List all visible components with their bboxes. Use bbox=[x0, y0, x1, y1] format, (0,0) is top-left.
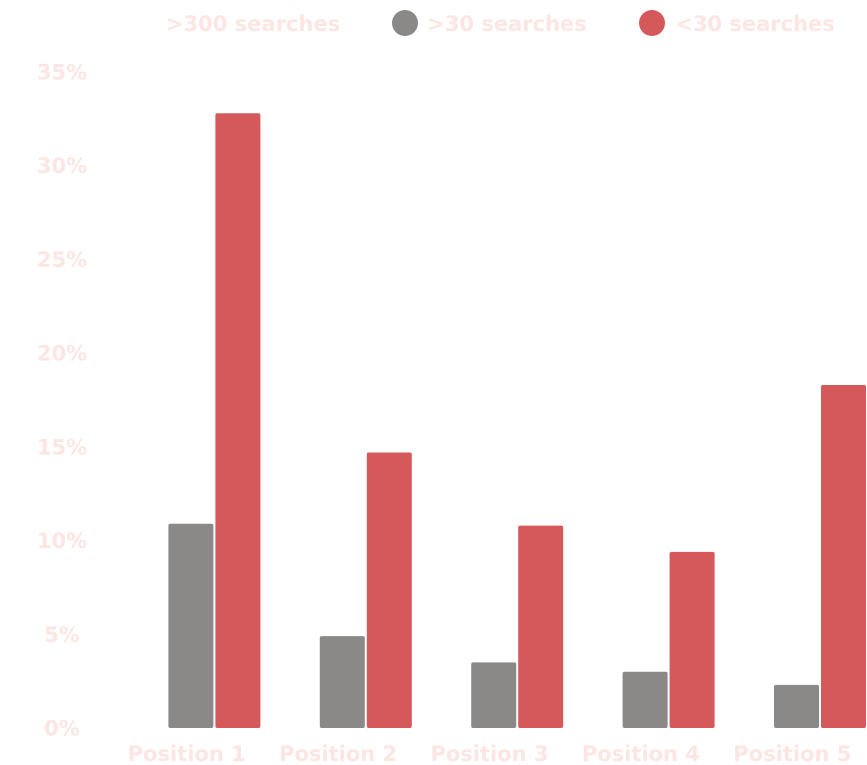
legend-label-30-searches: <30 searches bbox=[675, 12, 835, 36]
x-tick-label: Position 4 bbox=[582, 742, 700, 765]
bar-30-searches-position-4 bbox=[669, 551, 715, 728]
legend: >300 searches >30 searches <30 searches bbox=[166, 10, 835, 36]
y-tick-label: 0% bbox=[44, 717, 80, 741]
bar-30-searches-position-5 bbox=[821, 385, 866, 728]
x-tick-label: Position 1 bbox=[128, 742, 246, 765]
y-tick-label: 20% bbox=[37, 342, 87, 366]
y-tick-label: 15% bbox=[37, 435, 87, 459]
x-axis: Position 1 Position 2 Position 3 Position 4… bbox=[128, 742, 852, 765]
bar-30-searches-position-1 bbox=[215, 113, 261, 729]
y-tick-label: 30% bbox=[37, 154, 87, 178]
bar-30-searches-position-2 bbox=[319, 636, 365, 728]
x-tick-label: Position 5 bbox=[733, 742, 851, 765]
y-tick-label: 5% bbox=[44, 623, 80, 647]
legend-marker-30-searches bbox=[392, 10, 418, 36]
bar-30-searches-position-3 bbox=[471, 662, 517, 728]
bar-30-searches-position-2 bbox=[366, 452, 412, 728]
bar-30-searches-position-1 bbox=[168, 523, 214, 728]
legend-marker-30-searches bbox=[639, 10, 665, 36]
bar-30-searches-position-4 bbox=[622, 671, 668, 728]
x-tick-label: Position 3 bbox=[430, 742, 548, 765]
y-axis: 0% 5% 10% 15% 20% 25% 30% 35% bbox=[37, 61, 87, 741]
bar-30-searches-position-3 bbox=[518, 525, 564, 728]
x-tick-label: Position 2 bbox=[279, 742, 397, 765]
legend-label-30-searches: >30 searches bbox=[427, 12, 587, 36]
y-tick-label: 25% bbox=[37, 248, 87, 272]
bars bbox=[168, 113, 866, 729]
y-tick-label: 10% bbox=[37, 529, 87, 553]
legend-label-300-searches: >300 searches bbox=[166, 12, 340, 36]
bar-30-searches-position-5 bbox=[774, 684, 819, 728]
y-tick-label: 35% bbox=[37, 61, 87, 85]
